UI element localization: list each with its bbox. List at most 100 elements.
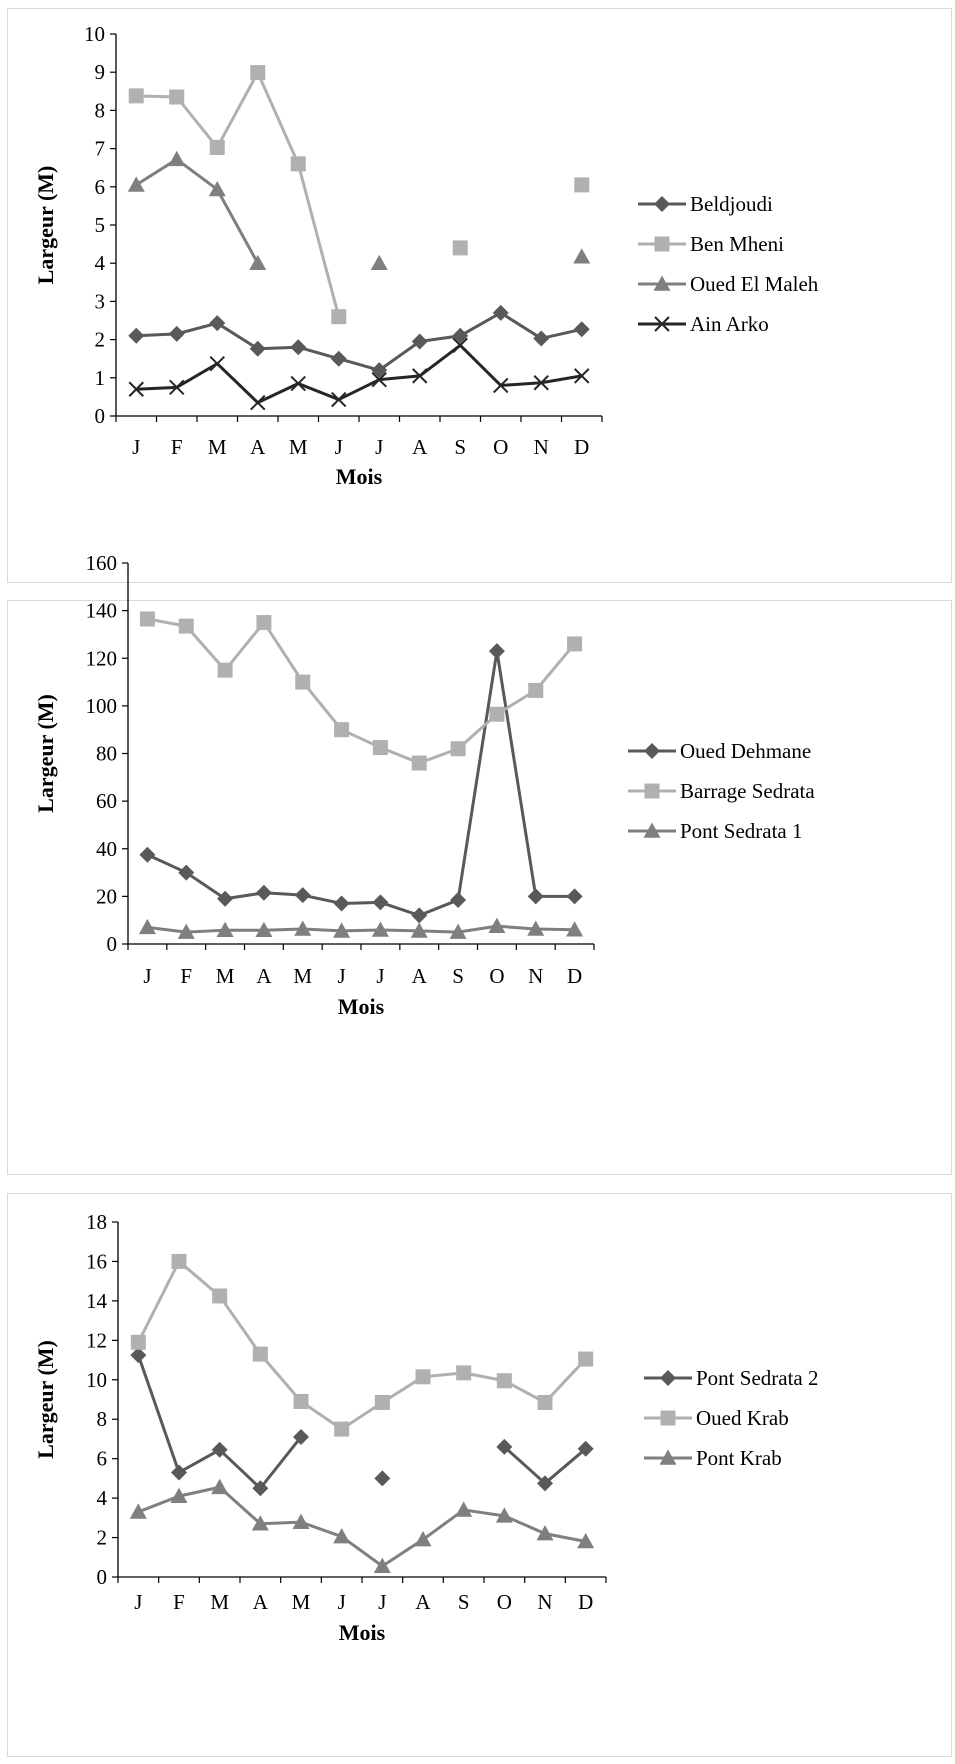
chart-3-series-pont-krab-segment-8 (462, 1508, 506, 1518)
chart-3-series-pont-krab-point-6 (373, 1557, 391, 1573)
chart-1-series-ben-mheni (128, 65, 590, 325)
chart-2-series-pont-sedrata-1-segment-3 (262, 927, 305, 932)
chart-3-series-pont-sedrata-2-point-10 (537, 1475, 553, 1492)
chart-1-legend-marker-3 (654, 316, 670, 332)
chart-1-legend-marker-1 (654, 236, 670, 252)
chart-1-series-oued-el-maleh-point-11 (573, 248, 591, 264)
chart-3-legend-item-pont-sedrata-2: Pont Sedrata 2 (644, 1366, 818, 1390)
chart-1-series-beldjoudi-segment-2 (215, 321, 260, 351)
chart-3-ytick-label-7: 14 (86, 1289, 108, 1313)
chart-1-series-oued-el-maleh-segment-2 (215, 187, 260, 265)
chart-2-series-barrage-sedrata (139, 611, 583, 771)
chart-3-series-oued-krab-point-6 (374, 1394, 390, 1410)
chart-3-legend-label-0: Pont Sedrata 2 (696, 1366, 818, 1390)
chart-3-series-pont-krab-point-11 (577, 1533, 595, 1549)
chart-2-xtick-label-5: J (337, 964, 345, 988)
chart-1-xtick-label-11: D (574, 435, 589, 459)
chart-2-xtick-label-2: M (216, 964, 235, 988)
chart-3-xtick-label-6: J (378, 1590, 386, 1614)
chart-2-series-pont-sedrata-1-segment-9 (495, 924, 538, 931)
chart-1-series-oued-el-maleh-point-3 (249, 254, 267, 270)
chart-1-series-ain-arko-point-8-stroke-b (452, 337, 468, 354)
chart-1-xtick-label-3: A (250, 435, 266, 459)
chart-3-series-pont-krab-segment-0 (136, 1494, 181, 1514)
chart-2-legend-label-2: Pont Sedrata 1 (680, 819, 802, 843)
chart-3-series-pont-sedrata-2-point-11 (577, 1440, 594, 1457)
chart-3-ytick-label-3: 6 (97, 1447, 108, 1471)
chart-3-ytick-label-8: 16 (86, 1249, 107, 1273)
chart-2-xtick-label-8: S (452, 964, 464, 988)
chart-1-series-beldjoudi-point-11 (573, 321, 590, 338)
chart-2-series-oued-dehmane-point-7 (411, 907, 428, 924)
chart-1-series-beldjoudi-segment-10 (539, 327, 584, 340)
chart-2-series-oued-dehmane-segment-7 (417, 898, 460, 917)
chart-1-xtick-label-9: O (493, 435, 508, 459)
chart-3-ytick-label-0: 0 (97, 1565, 108, 1589)
chart-1-series-ain-arko-point-3 (250, 394, 266, 411)
chart-3-series-pont-krab-point-5 (333, 1528, 351, 1544)
chart-2-series-pont-sedrata-1-segment-1 (184, 928, 227, 934)
chart-3-legend-label-1: Oued Krab (696, 1406, 789, 1430)
chart-1-ytick-label-4: 4 (95, 251, 106, 275)
chart-2-xtick-label-3: A (256, 964, 272, 988)
chart-1-series-beldjoudi (128, 304, 590, 379)
chart-1-series-ain-arko-segment-10 (539, 374, 584, 385)
chart-1-series-beldjoudi-segment-1 (175, 321, 219, 336)
chart-2-series-oued-dehmane-point-0 (139, 846, 156, 863)
chart-3-series-pont-krab-point-10 (536, 1525, 554, 1541)
chart-2-series-oued-dehmane (139, 643, 583, 924)
chart-1-series-oued-el-maleh-point-0 (127, 176, 145, 192)
chart-panel-3: 0 2 4 6 8 10 12 14 16 18 J F M A M J J A S O N D Mois Largeur (… (7, 1193, 952, 1757)
chart-3-series-pont-sedrata-2-segment-3 (258, 1435, 303, 1490)
chart-1-legend-item-ben-mheni: Ben Mheni (638, 232, 784, 256)
chart-2-series-barrage-sedrata-point-3 (256, 615, 272, 631)
chart-3-series-pont-krab-segment-9 (502, 1514, 547, 1536)
chart-1-series-oued-el-maleh-point-1 (168, 150, 186, 167)
chart-1-series-beldjoudi-segment-6 (377, 340, 422, 372)
chart-2-ytick-label-4: 80 (96, 742, 117, 766)
chart-3-xtick-label-2: M (210, 1590, 229, 1614)
chart-2-series-barrage-sedrata-segment-4 (301, 680, 344, 732)
chart-1-series-ain-arko-point-10-stroke-b (533, 375, 549, 391)
chart-2-xtick-label-9: O (489, 964, 504, 988)
chart-1-ytick-label-7: 7 (95, 137, 106, 161)
chart-3-series-oued-krab-point-2 (212, 1288, 228, 1304)
chart-2-series-oued-dehmane-point-3 (255, 884, 272, 901)
chart-1-series-ben-mheni-point-5 (331, 309, 347, 325)
chart-3-series-pont-krab-segment-4 (299, 1520, 344, 1539)
chart-1-series-ben-mheni-point-11 (574, 177, 590, 193)
chart-2-series-barrage-sedrata-point-9 (489, 706, 505, 722)
chart-2-series-oued-dehmane-point-1 (178, 864, 195, 881)
chart-1-xtick-label-0: J (132, 435, 140, 459)
chart-1-series-beldjoudi-point-7 (411, 333, 428, 350)
chart-3-series-oued-krab-point-3 (252, 1346, 268, 1362)
chart-1-ytick-label-5: 5 (95, 213, 106, 237)
chart-3-series-pont-sedrata-2 (130, 1347, 594, 1497)
chart-2-series-barrage-sedrata-point-5 (334, 722, 350, 738)
chart-panel-1: 0 1 2 3 4 5 6 7 8 9 10 J F M A M J J A S O N D Mois Largeur (M) B… (7, 8, 952, 583)
chart-2-series-barrage-sedrata-point-0 (139, 611, 155, 627)
chart-1-series-ain-arko-point-11 (574, 368, 590, 384)
chart-3-y-axis-title: Largeur (M) (33, 1340, 58, 1459)
chart-2-series-barrage-sedrata-segment-10 (534, 642, 577, 692)
chart-2-series-oued-dehmane-point-6 (372, 894, 389, 911)
chart-1-series-ain-arko-point-0 (128, 381, 144, 397)
chart-3-ytick-label-4: 8 (97, 1407, 108, 1431)
chart-1-legend-item-beldjoudi: Beldjoudi (638, 192, 773, 216)
chart-1-series-ben-mheni-segment-1 (175, 95, 219, 149)
chart-2-series-pont-sedrata-1-segment-4 (301, 927, 344, 933)
chart-2-series-barrage-sedrata-point-6 (372, 740, 388, 756)
chart-2-series-pont-sedrata-1-segment-0 (145, 925, 188, 934)
chart-3-series-pont-sedrata-2-point-3 (252, 1480, 269, 1497)
chart-3-ytick-label-1: 2 (97, 1526, 108, 1550)
chart-3-series-oued-krab-point-10 (537, 1394, 553, 1410)
chart-2-series-barrage-sedrata-point-10 (528, 682, 544, 698)
chart-1-xtick-label-6: J (375, 435, 383, 459)
chart-1-series-ain-arko-point-8 (452, 337, 468, 354)
chart-3-series-oued-krab-point-5 (334, 1421, 350, 1437)
chart-3-series-pont-krab (129, 1478, 595, 1573)
chart-3-legend-item-oued-krab: Oued Krab (644, 1406, 789, 1430)
chart-2-ytick-label-3: 60 (96, 789, 117, 813)
chart-1-ytick-label-9: 9 (95, 60, 106, 84)
chart-1-xtick-label-8: S (454, 435, 466, 459)
